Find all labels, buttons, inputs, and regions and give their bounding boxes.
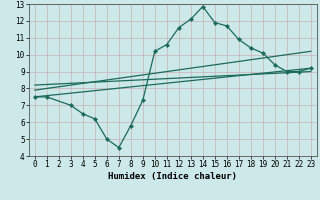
X-axis label: Humidex (Indice chaleur): Humidex (Indice chaleur) [108, 172, 237, 181]
